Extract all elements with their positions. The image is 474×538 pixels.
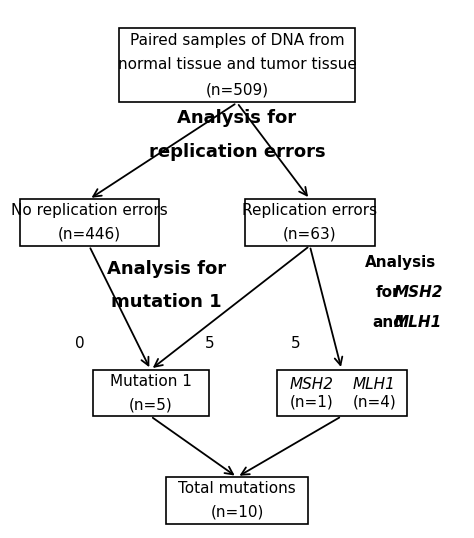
Text: normal tissue and tumor tissue: normal tissue and tumor tissue — [118, 58, 356, 73]
Text: Total mutations: Total mutations — [178, 482, 296, 496]
Text: 0: 0 — [75, 336, 85, 351]
FancyBboxPatch shape — [277, 370, 407, 416]
Text: Mutation 1: Mutation 1 — [109, 374, 191, 389]
Text: (n=1): (n=1) — [290, 395, 334, 410]
Text: (n=5): (n=5) — [128, 397, 173, 412]
Text: (n=10): (n=10) — [210, 505, 264, 520]
Text: MSH2: MSH2 — [393, 285, 443, 300]
Text: replication errors: replication errors — [149, 143, 325, 160]
Text: (n=446): (n=446) — [57, 226, 121, 242]
Text: MLH1: MLH1 — [394, 315, 442, 330]
Text: 5: 5 — [205, 336, 215, 351]
Text: Replication errors: Replication errors — [242, 203, 377, 218]
Text: Analysis: Analysis — [365, 255, 437, 270]
Text: MLH1: MLH1 — [353, 377, 396, 392]
FancyBboxPatch shape — [20, 199, 158, 246]
Text: mutation 1: mutation 1 — [111, 293, 222, 312]
Text: (n=509): (n=509) — [205, 82, 269, 97]
FancyBboxPatch shape — [92, 370, 209, 416]
Text: Analysis for: Analysis for — [177, 109, 297, 127]
Text: Paired samples of DNA from: Paired samples of DNA from — [130, 32, 344, 47]
Text: and: and — [372, 315, 404, 330]
FancyBboxPatch shape — [118, 27, 356, 102]
FancyBboxPatch shape — [166, 477, 308, 523]
Text: No replication errors: No replication errors — [11, 203, 167, 218]
Text: (n=4): (n=4) — [353, 395, 396, 410]
Text: Analysis for: Analysis for — [107, 260, 226, 278]
Text: MSH2: MSH2 — [290, 377, 334, 392]
Text: 5: 5 — [292, 336, 301, 351]
Text: for: for — [376, 285, 401, 300]
Text: (n=63): (n=63) — [283, 226, 337, 242]
FancyBboxPatch shape — [245, 199, 374, 246]
